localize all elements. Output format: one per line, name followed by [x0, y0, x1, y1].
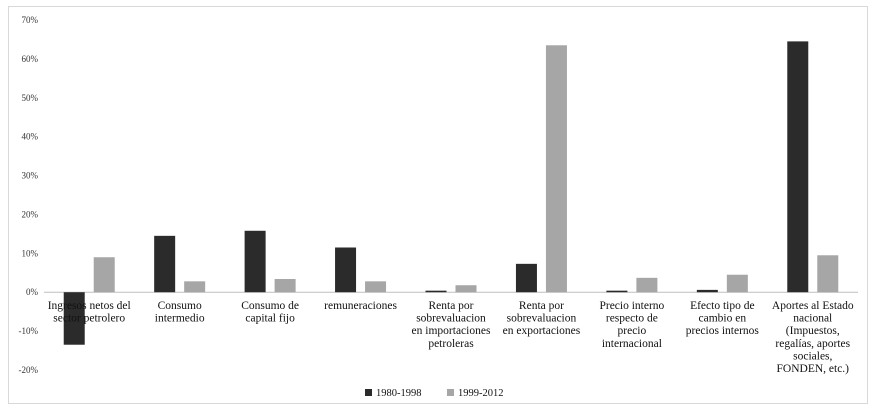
bar-series2	[456, 285, 477, 292]
y-tick-label: 30%	[22, 171, 39, 181]
category-label: Renta por	[519, 300, 564, 312]
y-tick-label: -10%	[19, 326, 39, 336]
bar-series1	[335, 248, 356, 293]
bar-series2	[546, 45, 567, 292]
category-label: regalías, aportes	[775, 338, 850, 350]
category-label: sector petrolero	[53, 313, 125, 325]
category-label: Efecto tipo de	[690, 300, 755, 312]
bar-series1	[606, 291, 627, 293]
bar-series2	[727, 275, 748, 293]
bar-series2	[636, 278, 657, 292]
y-tick-label: 70%	[22, 15, 39, 25]
category-label: cambio en	[699, 313, 747, 325]
category-label: petroleras	[428, 338, 474, 350]
category-label: capital fijo	[245, 313, 295, 325]
bar-series2	[275, 279, 296, 292]
bar-series2	[184, 281, 205, 292]
bar-series2	[94, 257, 115, 292]
category-label: (Impuestos,	[786, 325, 840, 337]
bar-series1	[516, 264, 537, 292]
y-tick-label: 0%	[26, 287, 39, 297]
bar-series2	[365, 281, 386, 292]
y-tick-label: -20%	[19, 365, 39, 375]
y-tick-label: 50%	[22, 93, 39, 103]
category-label: precios internos	[686, 325, 760, 337]
bar-series1	[154, 236, 175, 292]
category-label: Aportes al Estado	[772, 300, 854, 312]
legend-label: 1999-2012	[458, 388, 504, 399]
legend-label: 1980-1998	[376, 388, 422, 399]
category-label: en importaciones	[412, 325, 491, 337]
category-label: FONDEN, etc.)	[777, 363, 850, 375]
category-label: Renta por	[428, 300, 473, 312]
bar-series1	[697, 290, 718, 292]
category-label: internacional	[602, 338, 662, 350]
legend: 1980-1998 1999-2012	[365, 388, 504, 399]
y-tick-label: 60%	[22, 54, 39, 64]
category-label: Precio interno	[599, 300, 664, 312]
category-label: sobrevaluacion	[507, 313, 577, 325]
category-label: en exportaciones	[503, 325, 581, 337]
category-label: sobrevaluacion	[416, 313, 486, 325]
legend-swatch	[365, 389, 372, 396]
y-tick-label: 10%	[22, 248, 39, 258]
y-tick-label: 20%	[22, 209, 39, 219]
category-label: nacional	[793, 313, 832, 325]
bar-series1	[787, 41, 808, 292]
bar-series2	[817, 255, 838, 292]
bar-series1	[426, 291, 447, 293]
category-label: precio	[618, 325, 647, 337]
legend-swatch	[447, 389, 454, 396]
category-label: respecto de	[606, 313, 658, 325]
category-label: Consumo de	[241, 300, 299, 312]
category-label: remuneraciones	[324, 300, 397, 312]
category-label: Ingresos netos del	[48, 300, 131, 312]
y-tick-label: 40%	[22, 132, 39, 142]
category-label: Consumo	[158, 300, 202, 312]
category-label: intermedio	[155, 313, 205, 325]
bar-series1	[245, 231, 266, 292]
category-label: sociales,	[793, 350, 832, 362]
